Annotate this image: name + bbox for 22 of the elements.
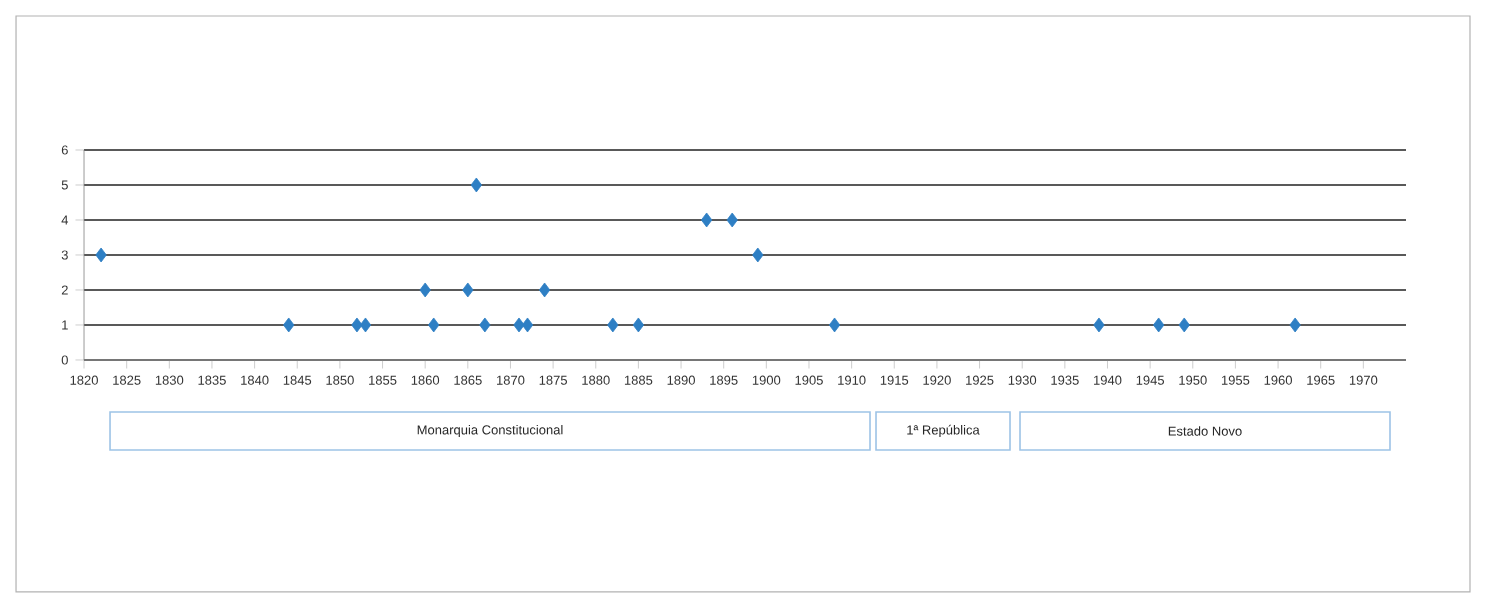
point xyxy=(428,317,440,333)
point xyxy=(607,317,619,333)
point xyxy=(1093,317,1105,333)
point xyxy=(462,282,474,298)
point xyxy=(752,247,764,263)
point xyxy=(1289,317,1301,333)
point xyxy=(513,317,525,333)
point xyxy=(632,317,645,333)
point xyxy=(470,177,482,193)
point xyxy=(419,282,431,298)
point xyxy=(479,317,491,333)
point xyxy=(700,212,713,228)
point xyxy=(521,317,534,333)
point xyxy=(283,317,295,333)
point xyxy=(828,317,841,333)
point xyxy=(351,317,363,333)
point xyxy=(538,282,551,298)
point xyxy=(726,212,738,228)
point xyxy=(1178,317,1190,333)
point xyxy=(95,247,107,263)
point xyxy=(359,317,372,333)
point xyxy=(1153,317,1165,333)
